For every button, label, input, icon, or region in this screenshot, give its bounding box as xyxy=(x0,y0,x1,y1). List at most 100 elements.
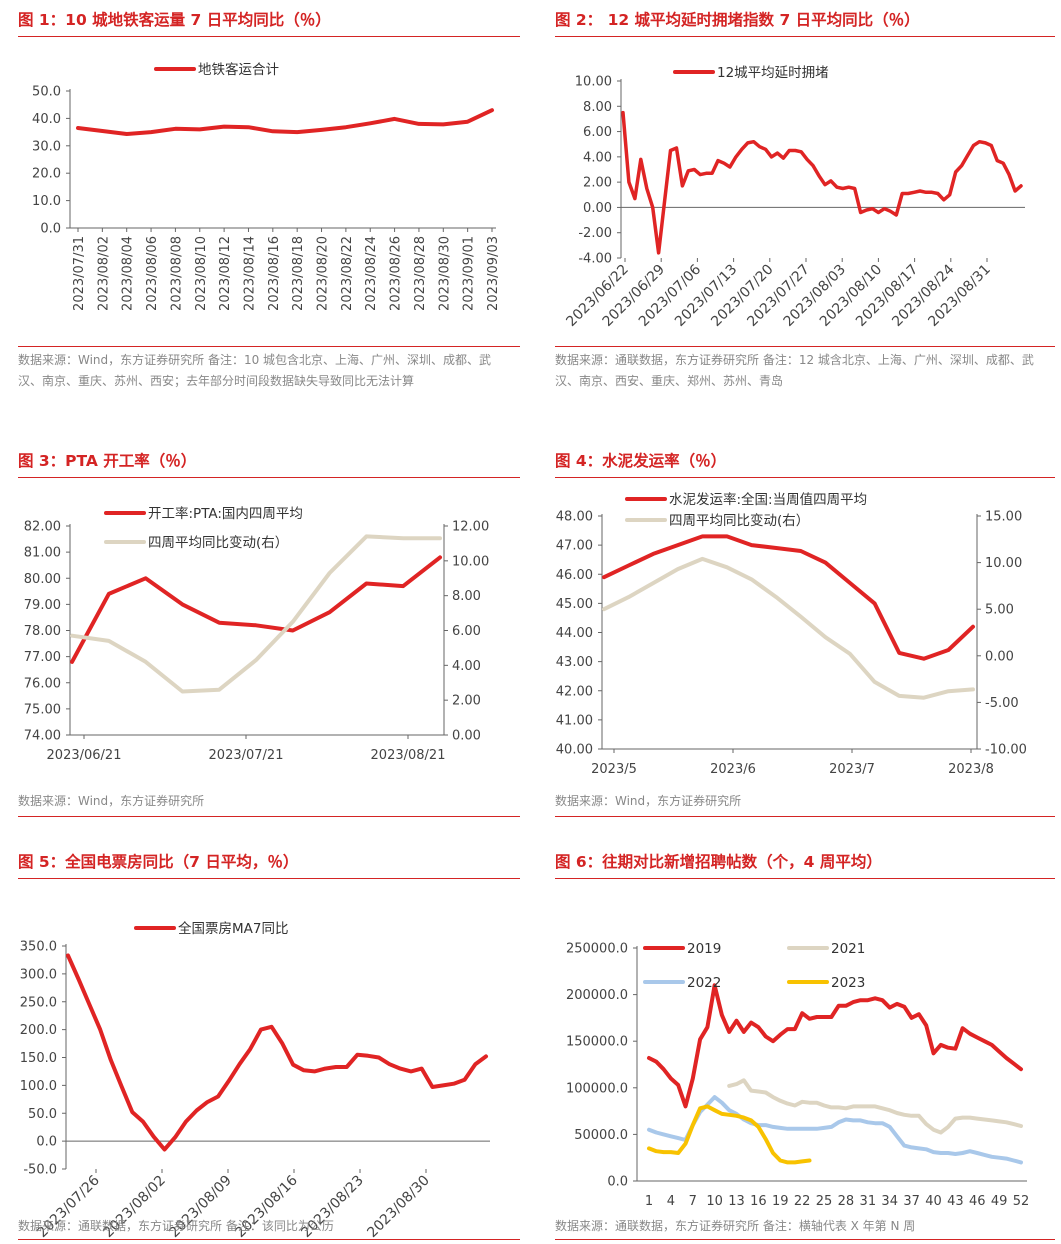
chart-source: 数据来源：通联数据，东方证券研究所 备注：横轴代表 X 年第 N 周 xyxy=(555,1219,916,1233)
x-tick-label: 2023/08/28 xyxy=(413,236,428,311)
x-tick-label: 10 xyxy=(706,1194,723,1209)
x-tick-label: 2023/8 xyxy=(948,762,994,777)
x-tick-label: 16 xyxy=(750,1194,767,1209)
x-tick-label: 2023/08/04 xyxy=(121,236,136,311)
x-tick-label: 2023/07/31 xyxy=(72,236,87,311)
y-tick-label: 50.0 xyxy=(32,85,61,100)
y2-tick-label: 0.00 xyxy=(985,649,1014,664)
chart-panel-1: 图 1：10 城地铁客运量 7 日平均同比（％） 0.0 10.0 20.0 30.0… xyxy=(18,8,520,418)
x-tick-label: 2023/08/10 xyxy=(194,236,209,311)
legend-label: 四周平均同比变动(右） xyxy=(669,513,809,529)
y-tick-label: 80.00 xyxy=(24,572,61,587)
x-tick-label: 2023/08/16 xyxy=(267,236,282,311)
x-tick-label: 2023/08/24 xyxy=(364,236,379,311)
y-tick-label: 50000.0 xyxy=(574,1128,628,1143)
x-tick-label: 43 xyxy=(947,1194,964,1209)
series-line-2 xyxy=(727,1078,1023,1135)
y-tick-label: 41.00 xyxy=(556,713,593,728)
chart-panel-6: 图 6：往期对比新增招聘帖数（个，4 周平均） 0.0 50000.0 100000… xyxy=(555,850,1055,1242)
y-tick-label: 6.00 xyxy=(583,125,612,140)
chart-panel-2: 图 2： 12 城平均延时拥堵指数 7 日平均同比（％） -4.00 -2.00 0… xyxy=(555,8,1055,418)
x-tick-label: 2023/08/18 xyxy=(291,236,306,311)
x-tick-label: 25 xyxy=(816,1194,833,1209)
chart-title: 图 6：往期对比新增招聘帖数（个，4 周平均） xyxy=(555,853,882,871)
x-tick-label: 2023/07/21 xyxy=(209,748,284,763)
y-tick-label: 250.0 xyxy=(20,995,57,1010)
x-tick-label: 19 xyxy=(772,1194,789,1209)
legend-label: 水泥发运率:全国:当周值四周平均 xyxy=(669,491,867,508)
x-tick-label: 28 xyxy=(838,1194,855,1209)
y-tick-label: 350.0 xyxy=(20,940,57,955)
x-tick-label: 2023/08/21 xyxy=(371,748,446,763)
y-tick-label: 8.00 xyxy=(583,100,612,115)
chart-panel-5: 图 5：全国电票房同比（7 日平均，％） -50.0 0.0 50.0 100.0 15… xyxy=(18,850,520,1242)
x-tick-label: 2023/08/22 xyxy=(340,236,355,311)
y-tick-label: 150.0 xyxy=(20,1051,57,1066)
y-tick-label: 82.00 xyxy=(24,520,61,535)
y2-tick-label: 2.00 xyxy=(452,694,481,709)
y-tick-label: 10.0 xyxy=(32,194,61,209)
x-tick-label: 13 xyxy=(728,1194,745,1209)
y-tick-label: 46.00 xyxy=(556,568,593,583)
y-tick-label: 100000.0 xyxy=(566,1081,628,1096)
x-tick-label: 2023/08/08 xyxy=(169,236,184,311)
legend-label: 12城平均延时拥堵 xyxy=(717,65,829,81)
y-tick-label: 78.00 xyxy=(24,624,61,639)
y2-tick-label: 15.00 xyxy=(985,510,1022,525)
y2-tick-label: 5.00 xyxy=(985,603,1014,618)
y-tick-label: 43.00 xyxy=(556,655,593,670)
y-tick-label: 200000.0 xyxy=(566,988,628,1003)
y-tick-label: 200.0 xyxy=(20,1023,57,1038)
y2-tick-label: 0.00 xyxy=(452,729,481,744)
y-tick-label: 79.00 xyxy=(24,598,61,613)
series-line-2 xyxy=(602,556,975,700)
chart-svg: 74.00 75.00 76.00 77.00 78.00 79.00 80.00 81.00… xyxy=(24,505,489,763)
series-line-4 xyxy=(647,1104,812,1165)
y-tick-label: 74.00 xyxy=(24,729,61,744)
series-line-1 xyxy=(70,555,442,664)
series-line-1 xyxy=(621,110,1023,255)
y-tick-label: 4.00 xyxy=(583,150,612,165)
x-tick-label: 2023/7 xyxy=(829,762,875,777)
y-tick-label: 77.00 xyxy=(24,650,61,665)
legend-label: 四周平均同比变动(右） xyxy=(148,535,288,551)
x-tick-label: 7 xyxy=(689,1194,697,1209)
legend-label: 2019 xyxy=(687,941,721,957)
y-tick-label: 50.0 xyxy=(28,1107,57,1122)
y-tick-label: -50.0 xyxy=(23,1163,57,1178)
x-tick-label: 22 xyxy=(794,1194,811,1209)
chart-panel-3: 图 3：PTA 开工率（％） 74.00 75.00 76.00 77.00 78.00… xyxy=(18,449,520,819)
series-line-1 xyxy=(76,108,494,136)
y-tick-label: 47.00 xyxy=(556,539,593,554)
chart-source: 数据来源：通联数据，东方证券研究所 备注：12 城含北京、上海、广州、深圳、成都… xyxy=(555,353,1034,388)
y-tick-label: 44.00 xyxy=(556,626,593,641)
chart-title: 图 1：10 城地铁客运量 7 日平均同比（％） xyxy=(18,11,331,29)
y-tick-label: 0.0 xyxy=(607,1175,628,1190)
y-tick-label: 81.00 xyxy=(24,546,61,561)
x-tick-label: 2023/08/06 xyxy=(145,236,160,311)
chart-source: 数据来源：Wind，东方证券研究所 备注：10 城包含北京、上海、广州、深圳、成… xyxy=(18,353,492,388)
y-tick-label: 300.0 xyxy=(20,967,57,982)
y-tick-label: 250000.0 xyxy=(566,942,628,957)
chart-title: 图 2： 12 城平均延时拥堵指数 7 日平均同比（％） xyxy=(555,11,920,29)
series-line-1 xyxy=(647,983,1023,1109)
y-tick-label: 45.00 xyxy=(556,597,593,612)
legend-label: 全国票房MA7同比 xyxy=(178,920,288,937)
y-tick-label: 150000.0 xyxy=(566,1035,628,1050)
y-tick-label: 20.0 xyxy=(32,167,61,182)
x-tick-label: 46 xyxy=(969,1194,986,1209)
y-tick-label: 40.00 xyxy=(556,743,593,758)
x-tick-label: 34 xyxy=(881,1194,898,1209)
y2-tick-label: 8.00 xyxy=(452,589,481,604)
y-tick-label: 40.0 xyxy=(32,112,61,127)
y2-tick-label: 10.00 xyxy=(985,556,1022,571)
x-tick-label: 2023/06/21 xyxy=(47,748,122,763)
x-tick-label: 4 xyxy=(667,1194,675,1209)
x-tick-label: 2023/6 xyxy=(710,762,756,777)
chart-svg: 0.0 10.0 20.0 30.0 40.0 50.0 2023/07/31 2023/08… xyxy=(32,61,501,311)
y-tick-label: 42.00 xyxy=(556,684,593,699)
y2-tick-label: -10.00 xyxy=(985,743,1027,758)
x-tick-label: 2023/08/02 xyxy=(96,236,111,311)
chart-source: 数据来源：Wind，东方证券研究所 xyxy=(555,794,742,808)
series-line-1 xyxy=(66,953,488,1152)
